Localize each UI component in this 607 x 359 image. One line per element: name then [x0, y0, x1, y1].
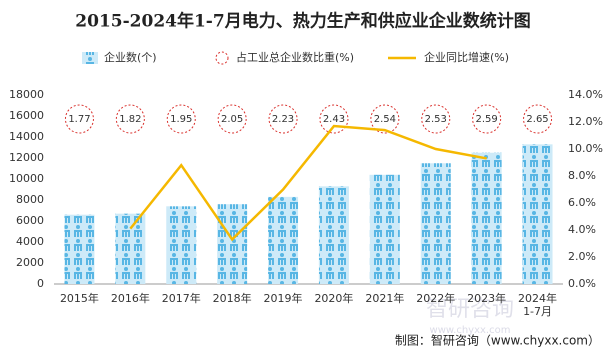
- y2-tick-label: 12.0%: [568, 115, 603, 128]
- bar: [217, 204, 248, 284]
- ratio-marker: [319, 104, 349, 134]
- ratio-label: 2.05: [221, 114, 243, 125]
- bar: [369, 174, 400, 284]
- ratio-marker: [166, 104, 196, 134]
- bar: [64, 214, 95, 284]
- bar: [471, 152, 502, 284]
- ratio-label: 2.23: [272, 114, 294, 125]
- watermark: www.chyxx.com: [430, 325, 511, 336]
- y-tick-label: 18000: [9, 88, 44, 101]
- y-tick-label: 10000: [9, 172, 44, 185]
- legend-swatch: [82, 52, 98, 64]
- y2-tick-label: 0.0%: [568, 277, 596, 290]
- y-tick-label: 8000: [16, 193, 44, 206]
- ratio-label: 1.77: [68, 114, 90, 125]
- x-tick-label: 2021年: [365, 292, 405, 305]
- ratio-marker: [115, 104, 145, 134]
- x-tick-label: 2015年: [59, 292, 99, 305]
- bar: [420, 163, 451, 284]
- x-tick-label: 2018年: [212, 292, 252, 305]
- ratio-label: 1.82: [119, 114, 141, 125]
- y2-tick-label: 10.0%: [568, 142, 603, 155]
- x-tick-label: 2020年: [314, 292, 354, 305]
- y-tick-label: 2000: [16, 256, 44, 269]
- ratio-marker: [370, 104, 400, 134]
- ratio-label: 1.95: [170, 114, 192, 125]
- bar: [166, 206, 197, 284]
- watermark: 智研咨询: [426, 297, 514, 322]
- legend-label: 企业数(个): [104, 50, 157, 64]
- ratio-label: 2.53: [425, 114, 447, 125]
- bar: [268, 196, 299, 284]
- bar: [318, 186, 349, 284]
- y-tick-label: 6000: [16, 214, 44, 227]
- y2-tick-label: 4.0%: [568, 223, 596, 236]
- x-tick-label: 2023年: [467, 292, 507, 305]
- ratio-label: 2.59: [476, 114, 498, 125]
- ratio-label: 2.43: [323, 114, 345, 125]
- ratio-marker: [64, 104, 94, 134]
- y2-tick-label: 2.0%: [568, 250, 596, 263]
- legend-label: 企业同比增速(%): [424, 50, 509, 64]
- y2-tick-label: 14.0%: [568, 88, 603, 101]
- y2-tick-label: 6.0%: [568, 196, 596, 209]
- x-tick-label: 2022年: [416, 292, 456, 305]
- bar: [115, 213, 146, 284]
- y-tick-label: 12000: [9, 151, 44, 164]
- x-tick-label: 2016年: [110, 292, 150, 305]
- y-tick-label: 0: [37, 277, 44, 290]
- legend-swatch: [215, 51, 229, 65]
- y-tick-label: 4000: [16, 235, 44, 248]
- ratio-marker: [523, 104, 553, 134]
- y2-tick-label: 8.0%: [568, 169, 596, 182]
- ratio-marker: [268, 104, 298, 134]
- bar: [522, 144, 553, 284]
- x-tick-label: 2019年: [263, 292, 303, 305]
- ratio-marker: [421, 104, 451, 134]
- ratio-label: 2.54: [374, 114, 396, 125]
- ratio-marker: [217, 104, 247, 134]
- chart-title: 2015-2024年1-7月电力、热力生产和供应业企业数统计图: [75, 11, 530, 32]
- x-tick-label: 2017年: [161, 292, 201, 305]
- source: 制图：智研咨询（www.chyxx.com）: [395, 333, 600, 348]
- y-tick-label: 14000: [9, 130, 44, 143]
- x-tick-label: 2024年1-7月: [518, 292, 558, 318]
- line: [129, 124, 487, 242]
- legend-label: 占工业总企业数比重(%): [236, 50, 354, 64]
- ratio-label: 2.65: [526, 114, 548, 125]
- y-tick-label: 16000: [9, 109, 44, 122]
- ratio-marker: [472, 104, 502, 134]
